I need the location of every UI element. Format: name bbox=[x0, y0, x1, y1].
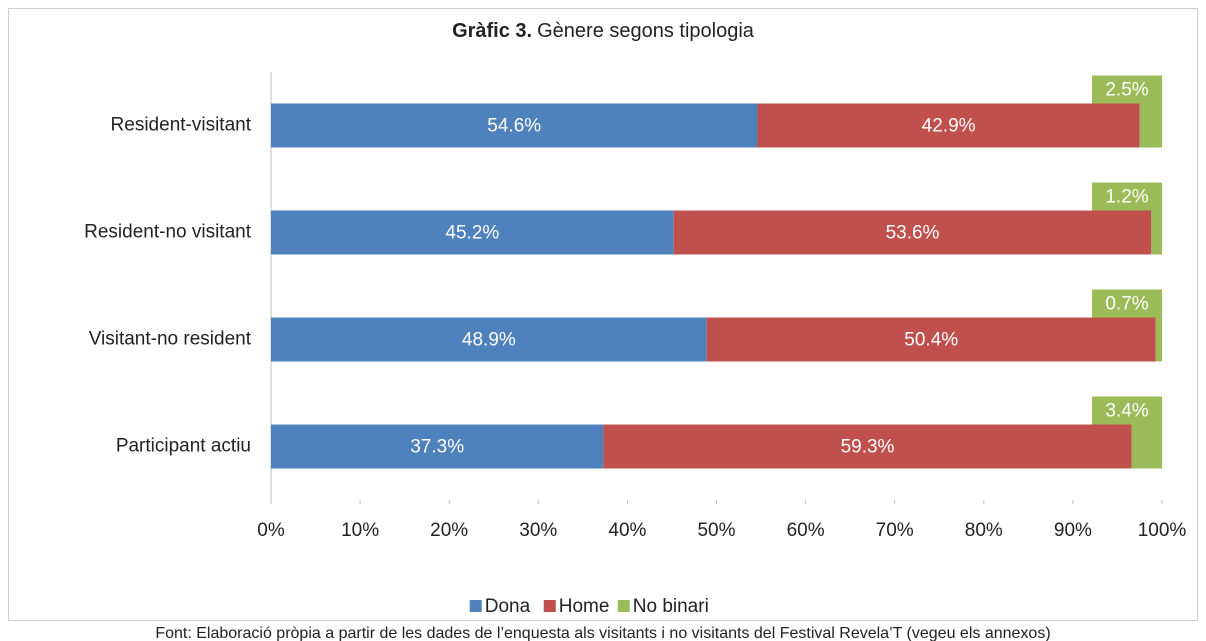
chart-title: Gràfic 3. Gènere segons tipologia bbox=[452, 20, 755, 42]
legend-swatch bbox=[543, 600, 556, 612]
legend-label: Home bbox=[559, 596, 610, 617]
legend-swatch bbox=[469, 600, 482, 612]
bar-segment bbox=[271, 317, 707, 362]
x-tick-label: 40% bbox=[608, 520, 646, 541]
data-label: 37.3% bbox=[410, 437, 464, 458]
data-label: 50.4% bbox=[904, 330, 958, 351]
title-label: Gràfic 3. bbox=[452, 20, 532, 42]
x-tick-label: 30% bbox=[519, 520, 557, 541]
data-label: 53.6% bbox=[886, 223, 940, 244]
bar-segment bbox=[1155, 317, 1162, 362]
y-tick-label: Visitant-no resident bbox=[89, 329, 252, 350]
x-tick-label: 20% bbox=[430, 520, 468, 541]
data-label: 59.3% bbox=[841, 437, 895, 458]
bar-segment bbox=[673, 210, 1152, 255]
bar-segment bbox=[271, 210, 674, 255]
data-label: 1.2% bbox=[1105, 187, 1148, 208]
x-tick-label: 10% bbox=[341, 520, 379, 541]
data-label: 0.7% bbox=[1105, 294, 1148, 315]
chart-border bbox=[8, 8, 1198, 621]
label-box bbox=[1092, 182, 1162, 211]
bar-segment bbox=[757, 103, 1140, 148]
y-tick-label: Resident-no visitant bbox=[84, 222, 252, 243]
bar-segment bbox=[1151, 210, 1162, 255]
title-text: Gènere segons tipologia bbox=[537, 20, 755, 42]
label-box bbox=[1092, 396, 1162, 425]
y-tick-label: Resident-visitant bbox=[111, 115, 252, 136]
bar-segment bbox=[706, 317, 1156, 362]
legend-swatch bbox=[617, 600, 630, 612]
label-box bbox=[1092, 289, 1162, 318]
bar-segment bbox=[271, 103, 758, 148]
data-label: 2.5% bbox=[1105, 80, 1148, 101]
label-box bbox=[1092, 75, 1162, 104]
bar-segment bbox=[1131, 424, 1162, 469]
data-label: 54.6% bbox=[487, 116, 541, 137]
bar-segment bbox=[271, 424, 604, 469]
x-tick-label: 100% bbox=[1138, 520, 1187, 541]
x-tick-label: 80% bbox=[965, 520, 1003, 541]
data-label: 42.9% bbox=[922, 116, 976, 137]
bar-segment bbox=[603, 424, 1132, 469]
x-tick-label: 70% bbox=[876, 520, 914, 541]
x-tick-label: 0% bbox=[257, 520, 285, 541]
x-tick-label: 60% bbox=[787, 520, 825, 541]
data-label: 3.4% bbox=[1105, 401, 1148, 422]
x-tick-label: 90% bbox=[1054, 520, 1092, 541]
y-tick-label: Participant actiu bbox=[116, 436, 251, 457]
bar-segment bbox=[1139, 103, 1162, 148]
data-label: 45.2% bbox=[445, 223, 499, 244]
legend-label: Dona bbox=[485, 596, 531, 617]
data-label: 48.9% bbox=[462, 330, 516, 351]
source: Font: Elaboració pròpia a partir de les … bbox=[155, 625, 1050, 641]
legend-label: No binari bbox=[633, 596, 709, 617]
x-tick-label: 50% bbox=[697, 520, 735, 541]
